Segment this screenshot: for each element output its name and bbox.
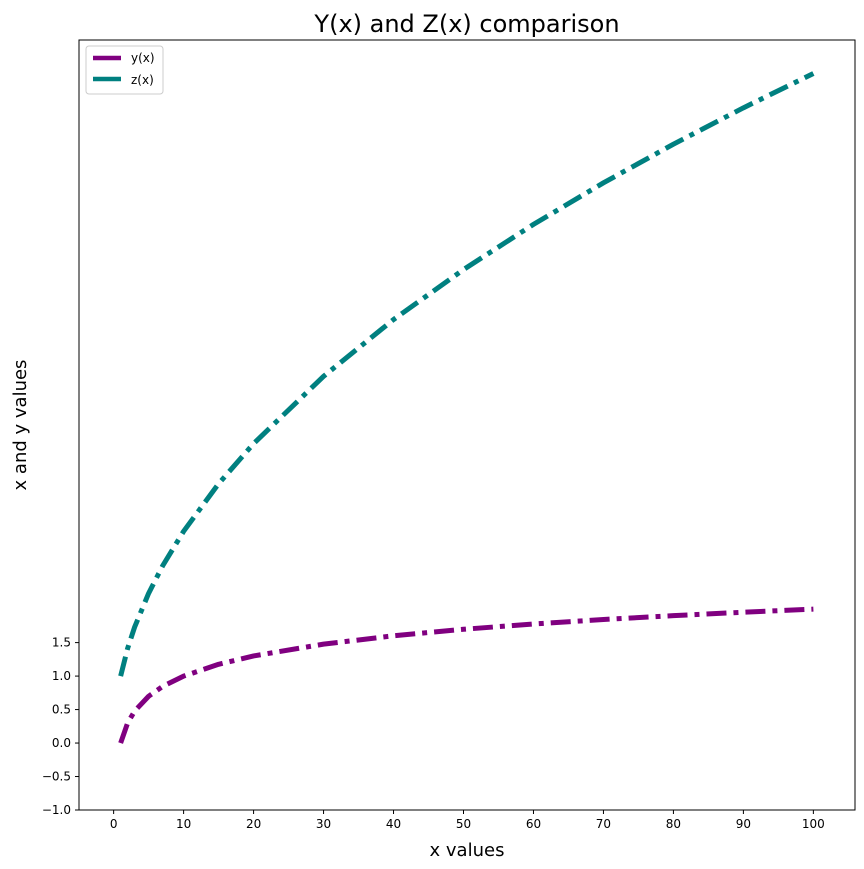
y-tick-label: 1.0 <box>52 669 71 683</box>
x-tick-label: 60 <box>526 817 541 831</box>
x-tick-label: 70 <box>596 817 611 831</box>
y-tick-label: 0.5 <box>52 703 71 717</box>
plot-area-frame <box>78 39 856 811</box>
x-tick-label: 100 <box>802 817 825 831</box>
series-lines <box>118 71 815 744</box>
legend-label-y: y(x) <box>131 51 155 65</box>
series-line-z <box>118 71 815 677</box>
x-tick-label: 0 <box>110 817 118 831</box>
y-tick-label: −1.0 <box>42 803 71 817</box>
x-tick-label: 40 <box>386 817 401 831</box>
x-axis-label: x values <box>430 840 505 861</box>
legend: y(x) z(x) <box>85 45 164 95</box>
y-tick-label: 1.5 <box>52 636 71 650</box>
y-tick-label: 0.0 <box>52 736 71 750</box>
legend-label-z: z(x) <box>131 73 154 87</box>
y-axis-ticks: −1.0 −0.5 0.0 0.5 1.0 1.5 <box>42 636 79 817</box>
y-axis-label: x and y values <box>10 360 31 491</box>
chart-title: Y(x) and Z(x) comparison <box>313 10 619 38</box>
x-tick-label: 80 <box>666 817 681 831</box>
x-axis-ticks: 0 10 20 30 40 50 60 70 80 90 100 <box>110 810 825 831</box>
x-tick-label: 90 <box>736 817 751 831</box>
y-tick-label: −0.5 <box>42 770 71 784</box>
x-tick-label: 50 <box>456 817 471 831</box>
x-tick-label: 10 <box>176 817 191 831</box>
series-line-y <box>118 606 814 744</box>
x-tick-label: 30 <box>316 817 331 831</box>
x-tick-label: 20 <box>246 817 261 831</box>
